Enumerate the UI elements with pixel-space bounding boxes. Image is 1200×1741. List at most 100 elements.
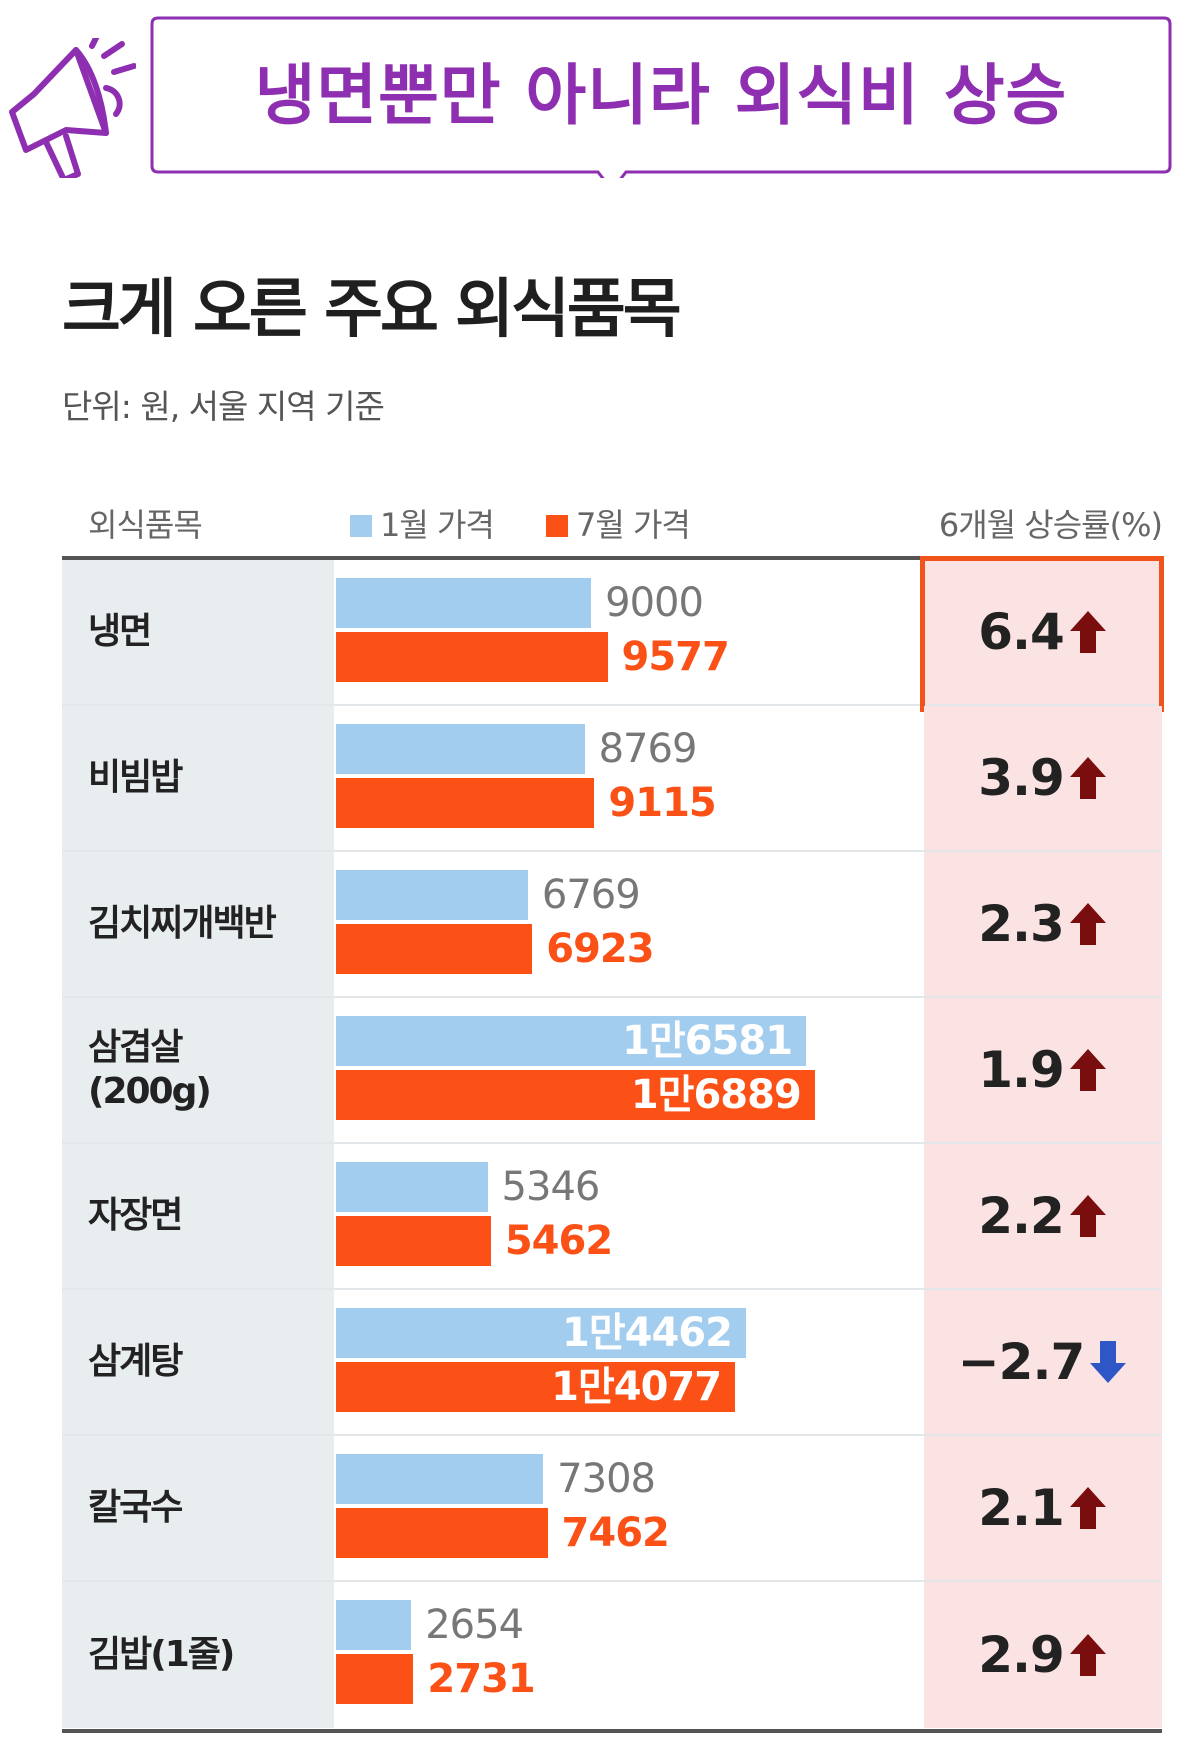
bar-july (336, 1362, 736, 1412)
value-label-january: 9000 (605, 580, 704, 626)
change-rate-value: 2.3 (978, 895, 1065, 953)
value-label-january: 1만6581 (622, 1018, 793, 1064)
value-label-july: 9577 (621, 634, 730, 680)
bar-january (336, 1016, 807, 1066)
bar-july (336, 1216, 491, 1266)
rate-cell: 3.9 (924, 706, 1162, 850)
value-label-january: 8769 (598, 726, 698, 772)
banner-title: 냉면뿐만 아니라 외식비 상승 (254, 57, 1068, 134)
arrow-up-icon (1069, 1634, 1106, 1676)
category-label: 냉면 (88, 611, 152, 652)
chart-row: 칼국수 7308 7462 2.1 (62, 1436, 1162, 1582)
change-rate-value: 2.9 (978, 1626, 1065, 1684)
rate-cell: 2.1 (924, 1436, 1162, 1580)
category-cell: 비빔밥 (62, 706, 334, 850)
category-label: 김밥(1줄) (88, 1634, 235, 1675)
value-label-january: 2654 (425, 1602, 524, 1648)
change-rate-value: 2.2 (978, 1187, 1065, 1245)
change-rate-value: 2.1 (978, 1479, 1065, 1537)
category-cell: 칼국수 (62, 1436, 334, 1580)
arrow-up-icon (1069, 757, 1106, 799)
chart-row: 김밥(1줄) 2654 2731 2.9 (62, 1582, 1162, 1728)
bar-july (336, 1508, 548, 1558)
bar-january (336, 724, 585, 774)
chart-title: 크게 오른 주요 외식품목 (62, 273, 682, 347)
value-label-july: 6923 (546, 926, 654, 972)
table-bottom-rule (62, 1729, 1162, 1733)
category-label: 자장면 (88, 1195, 183, 1236)
value-label-july: 1만6889 (630, 1072, 802, 1118)
value-label-january: 6769 (541, 872, 641, 918)
change-rate: 2.1 (924, 1436, 1162, 1580)
arrow-up-icon (1069, 1487, 1106, 1529)
arrow-up-icon (1069, 1049, 1106, 1091)
category-label: 칼국수 (88, 1487, 183, 1528)
chart-row: 자장면 5346 5462 2.2 (62, 1144, 1162, 1290)
change-rate: 2.3 (924, 852, 1162, 996)
category-cell: 자장면 (62, 1144, 334, 1288)
legend-swatch-july (546, 515, 568, 537)
bar-january (336, 870, 528, 920)
category-cell: 냉면 (62, 560, 334, 704)
bar-july (336, 1654, 414, 1704)
bar-july (336, 778, 595, 828)
category-label: 비빔밥 (88, 757, 183, 798)
callout-box (150, 16, 1172, 178)
rate-cell: 2.3 (924, 852, 1162, 996)
change-rate-value: −2.7 (957, 1333, 1085, 1391)
bar-january (336, 1454, 544, 1504)
bar-january (336, 578, 592, 628)
category-cell: 삼계탕 (62, 1290, 334, 1434)
bar-july (336, 1070, 815, 1120)
legend-label-january: 1월 가격 (380, 506, 495, 544)
change-rate: 2.2 (924, 1144, 1162, 1288)
chart-row: 삼계탕 1만4462 1만4077 −2.7 (62, 1290, 1162, 1436)
value-label-july: 2731 (427, 1656, 535, 1702)
chart-row: 김치찌개백반 6769 6923 2.3 (62, 852, 1162, 998)
arrow-up-icon (1069, 903, 1106, 945)
table-top-rule (62, 556, 1162, 560)
rate-cell: −2.7 (924, 1290, 1162, 1434)
arrow-down-icon (1090, 1341, 1127, 1383)
value-label-july: 1만4077 (551, 1364, 722, 1410)
bar-july (336, 924, 533, 974)
rate-cell: 1.9 (924, 998, 1162, 1142)
category-label: 삼계탕 (88, 1341, 183, 1382)
category-label: 김치찌개백반 (88, 903, 277, 944)
rate-header: 6개월 상승률(%) (938, 506, 1163, 544)
rate-cell: 2.9 (924, 1582, 1162, 1728)
change-rate: 3.9 (924, 706, 1162, 850)
arrow-up-icon (1069, 611, 1106, 653)
change-rate: 2.9 (924, 1582, 1162, 1728)
chart-row: 냉면 9000 9577 6.4 (62, 560, 1162, 706)
value-label-january: 1만4462 (562, 1310, 733, 1356)
legend-july: 7월 가격 (546, 500, 691, 546)
change-rate-value: 3.9 (978, 749, 1065, 807)
category-label: 삼겹살 (200g) (88, 1027, 212, 1112)
change-rate: 1.9 (924, 998, 1162, 1142)
rate-cell: 2.2 (924, 1144, 1162, 1288)
bar-january (336, 1308, 746, 1358)
legend-label-july: 7월 가격 (576, 506, 691, 544)
value-label-january: 5346 (501, 1164, 601, 1210)
legend-swatch-january (350, 515, 372, 537)
value-label-july: 5462 (504, 1218, 613, 1264)
value-label-july: 7462 (561, 1510, 670, 1556)
category-cell: 삼겹살 (200g) (62, 998, 334, 1142)
bar-january (336, 1162, 488, 1212)
chart-row: 비빔밥 8769 9115 3.9 (62, 706, 1162, 852)
change-rate: −2.7 (924, 1290, 1162, 1434)
category-cell: 김치찌개백반 (62, 852, 334, 996)
change-rate-value: 1.9 (978, 1041, 1065, 1099)
category-header: 외식품목 (88, 506, 203, 544)
bar-january (336, 1600, 412, 1650)
chart-row: 삼겹살 (200g) 1만6581 1만6889 1.9 (62, 998, 1162, 1144)
megaphone-icon (9, 38, 136, 178)
rate-cell: 6.4 (924, 560, 1162, 704)
legend-january: 1월 가격 (350, 500, 495, 546)
arrow-up-icon (1069, 1195, 1106, 1237)
value-label-july: 9115 (608, 780, 716, 826)
unit-note: 단위: 원, 서울 지역 기준 (62, 387, 385, 426)
chart-rows: 냉면 9000 9577 6.4 비빔밥 8769 9115 3.9 김치찌개백반 6769 692… (62, 556, 1164, 1729)
change-rate: 6.4 (924, 560, 1162, 704)
